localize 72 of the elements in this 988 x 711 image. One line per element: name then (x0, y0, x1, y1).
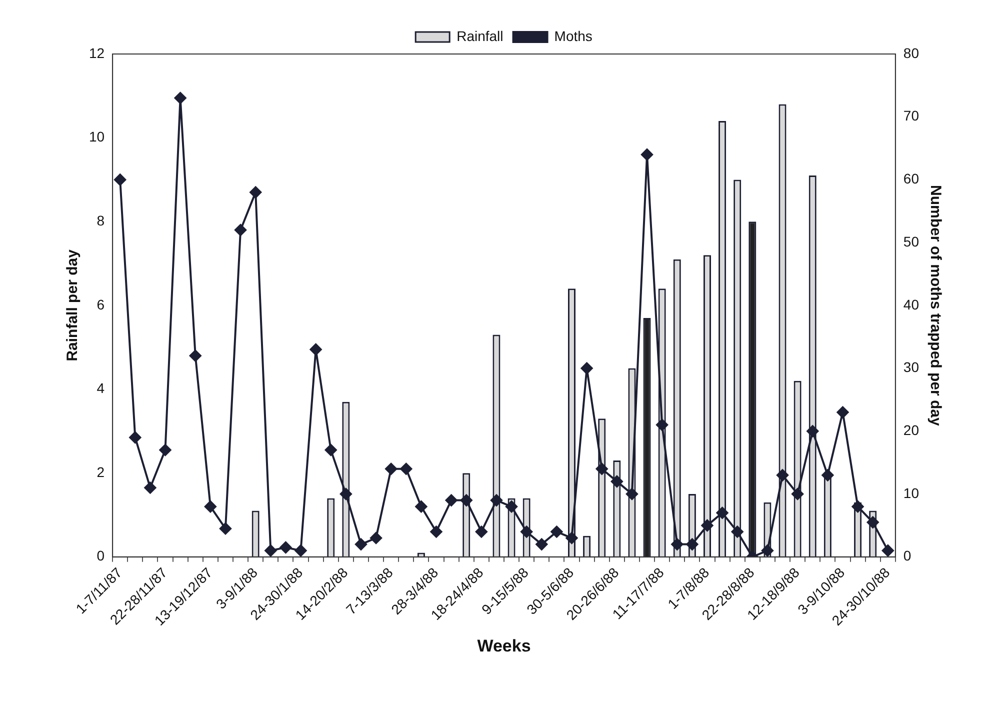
point (792, 488, 804, 500)
point (671, 538, 684, 550)
point (580, 362, 593, 374)
point (836, 406, 849, 418)
point (520, 526, 533, 538)
y-tick-label: 6 (96, 296, 105, 312)
point (460, 494, 472, 506)
y2-tick-label: 0 (903, 548, 912, 564)
point (400, 462, 412, 475)
y2-tick-label: 30 (903, 359, 920, 376)
y-tick-label: 2 (96, 464, 105, 480)
point (656, 418, 668, 431)
point (385, 462, 398, 475)
point (204, 500, 216, 513)
point (475, 526, 488, 538)
point (174, 92, 186, 104)
point (219, 522, 232, 535)
point (159, 444, 172, 456)
y2-tick-label: 60 (903, 170, 920, 187)
x-axis-title: Weeks (477, 636, 531, 656)
y2-tick-label: 10 (903, 484, 920, 501)
point (490, 494, 502, 506)
point (536, 538, 548, 550)
point (641, 148, 654, 161)
point (852, 500, 864, 513)
point (761, 544, 774, 557)
point (806, 425, 819, 438)
y2-tick-label: 50 (903, 233, 920, 250)
point (776, 469, 789, 482)
y2-tick-label: 70 (903, 108, 920, 124)
point (716, 506, 728, 519)
y-tick-label: 12 (88, 44, 105, 61)
point (324, 444, 337, 456)
y-tick-label: 4 (96, 380, 105, 396)
y2-tick-label: 80 (903, 44, 920, 61)
point (354, 538, 367, 550)
point (310, 343, 322, 356)
point (250, 186, 262, 198)
legend-label: Moths (554, 28, 592, 44)
point (506, 500, 518, 513)
y-axis-title: Rainfall per day (64, 248, 82, 362)
point (234, 224, 247, 236)
point (566, 532, 578, 544)
point (189, 350, 202, 362)
point (596, 462, 608, 475)
point (129, 431, 142, 444)
point (701, 519, 714, 532)
y-tick-label: 10 (88, 128, 105, 145)
point (340, 488, 352, 500)
y2-axis-title: Number of moths trapped per day (926, 185, 944, 427)
y2-tick-label: 40 (903, 296, 920, 312)
point (144, 482, 156, 494)
point (415, 500, 428, 513)
point (866, 516, 879, 528)
point (731, 526, 744, 538)
point (264, 544, 277, 557)
point (294, 544, 307, 557)
point (280, 541, 292, 554)
point (445, 494, 458, 506)
y-tick-label: 8 (96, 212, 105, 228)
point (882, 544, 894, 557)
point (626, 488, 638, 500)
point (370, 532, 382, 544)
point (686, 538, 698, 550)
legend-label: Rainfall (456, 28, 504, 44)
point (550, 526, 563, 538)
point (114, 174, 126, 186)
point (822, 469, 834, 482)
point (430, 526, 442, 538)
point (610, 475, 623, 488)
y2-tick-label: 20 (903, 422, 920, 438)
y-tick-label: 0 (96, 548, 105, 564)
